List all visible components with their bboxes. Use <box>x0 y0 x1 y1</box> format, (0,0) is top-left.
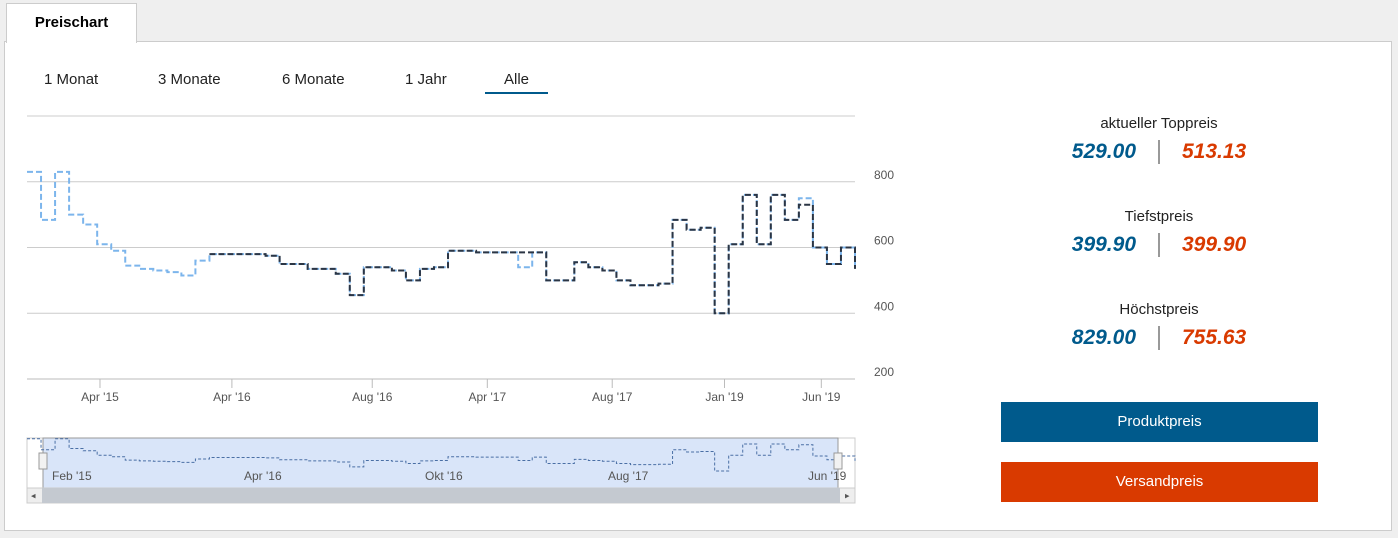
y-tick-label: 200 <box>874 365 894 379</box>
price-line <box>209 193 856 315</box>
shipping-price: 755.63 <box>1182 326 1247 349</box>
range-button[interactable]: 1 Jahr <box>405 71 447 88</box>
x-tick-label: Aug '17 <box>592 390 633 404</box>
navigator-line <box>27 438 856 472</box>
x-tick-label: Apr '17 <box>468 390 506 404</box>
stat-values: 829.00 755.63 <box>1000 326 1318 350</box>
price-line <box>27 170 856 315</box>
x-tick-label: Jun '19 <box>802 390 841 404</box>
x-tick-label: Jan '19 <box>705 390 744 404</box>
range-button[interactable]: Alle <box>485 70 549 94</box>
product-price: 529.00 <box>1071 140 1136 163</box>
product-price: 399.90 <box>1071 233 1136 256</box>
separator <box>1158 233 1160 257</box>
stat-values: 529.00 513.13 <box>1000 140 1318 164</box>
shipping-price: 513.13 <box>1182 140 1247 163</box>
product-price: 829.00 <box>1071 326 1136 349</box>
legend-button[interactable]: Produktpreis <box>1001 402 1318 442</box>
range-button[interactable]: 1 Monat <box>44 71 99 88</box>
stat-values: 399.90 399.90 <box>1000 233 1318 257</box>
y-tick-label: 800 <box>874 168 894 182</box>
shipping-price: 399.90 <box>1182 233 1247 256</box>
x-tick-label: Apr '16 <box>213 390 251 404</box>
stat-label: aktueller Toppreis <box>1100 115 1218 132</box>
price-stat: Höchstpreis 829.00 755.63 <box>1000 301 1318 350</box>
tab[interactable]: Preischart <box>6 3 137 43</box>
scroll-left: ◂ <box>31 490 36 500</box>
y-tick-label: 400 <box>874 299 894 313</box>
price-stat: Tiefstpreis 399.90 399.90 <box>1000 208 1318 257</box>
legend-button[interactable]: Versandpreis <box>1001 462 1318 502</box>
scrollbar-thumb <box>42 488 840 503</box>
y-tick-label: 600 <box>874 234 894 248</box>
scroll-right: ▸ <box>845 490 850 500</box>
navigator-handle[interactable] <box>833 452 843 470</box>
chart: 200 400 600 800 Apr '15 Apr '16 Aug '16 Apr '17… <box>26 115 894 504</box>
stat-label: Höchstpreis <box>1119 301 1199 318</box>
navigator-handle[interactable] <box>38 452 48 470</box>
separator <box>1158 326 1160 350</box>
x-tick-label: Aug '16 <box>352 390 393 404</box>
navigator-label: Aug '17 <box>608 469 649 483</box>
separator <box>1158 140 1160 164</box>
x-tick-label: Apr '15 <box>81 390 119 404</box>
navigator-label: Jun '19 <box>808 469 847 483</box>
price-stat: aktueller Toppreis 529.00 513.13 <box>1000 115 1318 164</box>
navigator-label: Feb '15 <box>52 469 92 483</box>
navigator-label: Apr '16 <box>244 469 282 483</box>
range-button[interactable]: 3 Monate <box>158 71 221 88</box>
stat-label: Tiefstpreis <box>1124 208 1194 225</box>
navigator-label: Okt '16 <box>425 469 463 483</box>
range-button[interactable]: 6 Monate <box>282 71 345 88</box>
